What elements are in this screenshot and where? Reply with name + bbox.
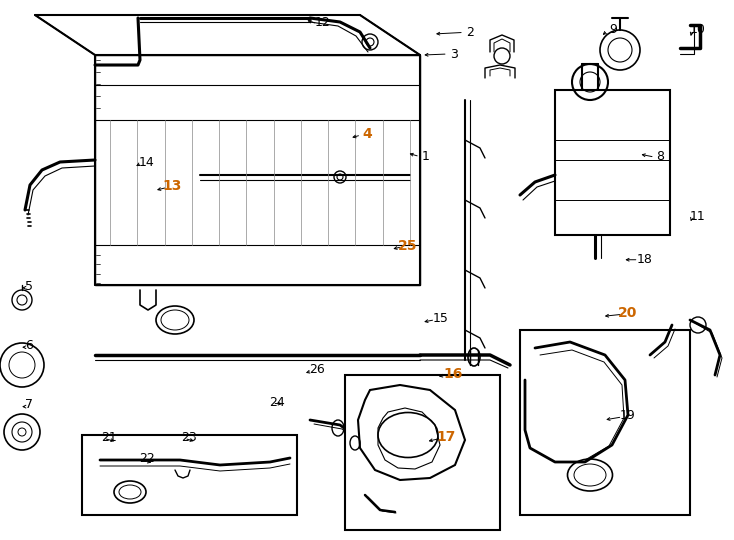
Text: 10: 10 [689,23,705,36]
Text: 13: 13 [163,179,182,193]
Text: 14: 14 [139,156,155,168]
Polygon shape [35,15,420,55]
Text: 1: 1 [422,150,429,163]
Text: 17: 17 [437,430,456,444]
Text: 23: 23 [181,431,197,444]
Bar [520,330,690,515]
Text: 22: 22 [139,453,155,465]
Text: 12: 12 [315,16,331,29]
Text: 6: 6 [26,339,33,352]
Polygon shape [358,385,465,480]
Text: 3: 3 [450,48,457,60]
Text: 15: 15 [432,312,448,325]
Polygon shape [95,55,420,285]
Polygon shape [378,408,440,469]
Text: 20: 20 [618,306,637,320]
Text: 2: 2 [466,26,473,39]
Text: 11: 11 [689,210,705,222]
Text: 9: 9 [609,23,617,36]
Text: 5: 5 [26,280,33,293]
Bar [345,375,500,530]
Text: 7: 7 [26,399,33,411]
Text: 18: 18 [636,253,653,266]
Text: 26: 26 [309,363,325,376]
Text: 25: 25 [398,239,417,253]
Bar [555,90,670,235]
Text: 8: 8 [657,150,664,163]
Text: 24: 24 [269,396,286,409]
Text: 16: 16 [444,367,463,381]
Text: 21: 21 [101,431,117,444]
Text: 4: 4 [362,127,372,141]
Bar [82,435,297,515]
Text: 19: 19 [619,409,636,422]
